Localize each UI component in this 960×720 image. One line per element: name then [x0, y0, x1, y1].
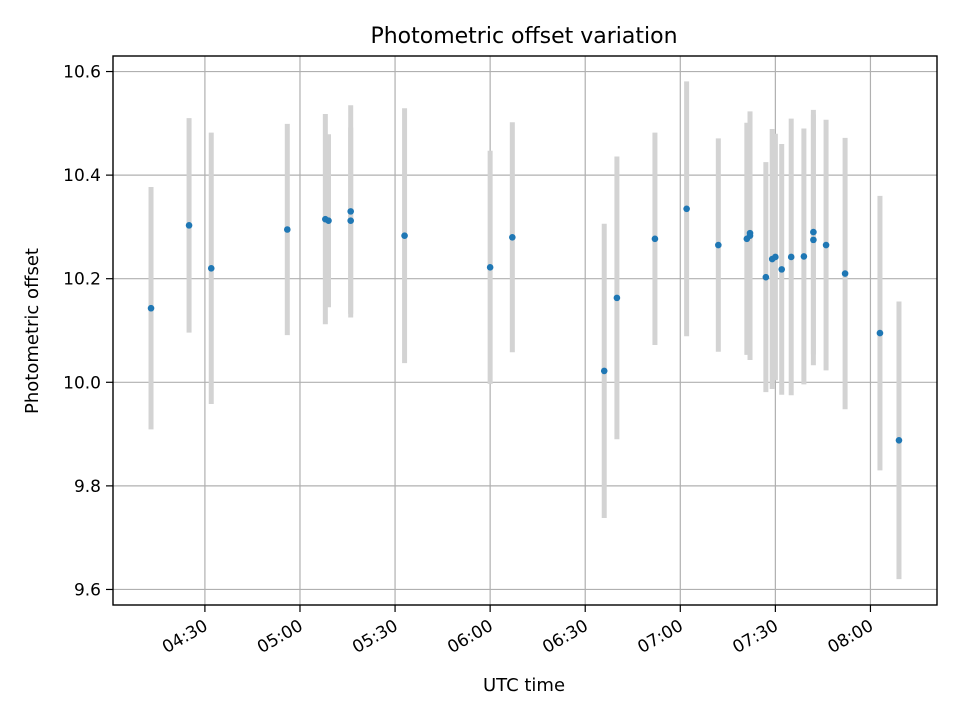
error-bars — [148, 81, 902, 580]
y-tick-label: 9.6 — [74, 580, 101, 600]
data-point — [600, 367, 608, 375]
data-point — [715, 241, 722, 249]
data-point — [787, 253, 795, 261]
data-point — [778, 266, 786, 273]
data-point — [207, 265, 215, 272]
data-point — [325, 217, 332, 224]
grid-lines — [113, 56, 937, 605]
x-tick-label: 04:30 — [159, 616, 211, 658]
x-tick-label: 07:30 — [729, 616, 781, 658]
x-tick-label: 05:30 — [349, 616, 401, 658]
data-point — [284, 226, 291, 233]
data-point — [810, 236, 817, 244]
data-point — [746, 232, 754, 240]
data-points — [147, 205, 903, 444]
data-point — [822, 241, 830, 249]
x-tick-label: 07:00 — [634, 616, 686, 658]
y-tick-label: 10.4 — [63, 166, 101, 186]
data-point — [895, 437, 903, 444]
data-point — [486, 264, 494, 271]
data-point — [147, 304, 155, 312]
data-point — [762, 273, 770, 281]
x-tick-label: 05:00 — [254, 616, 306, 658]
data-point — [347, 217, 354, 224]
data-point — [683, 205, 690, 213]
y-tick-label: 10.0 — [63, 373, 101, 393]
y-axis-ticks: 9.6 9.8 10.0 10.2 10.4 10.6 — [63, 63, 113, 600]
data-point — [772, 253, 779, 261]
data-point — [841, 270, 849, 277]
y-axis-label: Photometric offset — [22, 248, 43, 414]
y-tick-label: 9.8 — [74, 477, 101, 497]
data-point — [347, 208, 354, 215]
data-point — [613, 294, 621, 302]
x-axis-ticks: 04:30 05:00 05:30 06:00 06:30 07:00 07:30 08:00 — [159, 605, 877, 658]
x-tick-label: 06:00 — [444, 616, 496, 658]
y-tick-label: 10.6 — [63, 63, 101, 83]
data-point — [810, 228, 817, 236]
data-point — [876, 329, 884, 337]
x-axis-label: UTC time — [483, 675, 565, 696]
data-point — [800, 253, 808, 260]
data-point — [401, 232, 408, 240]
x-tick-label: 06:30 — [539, 616, 591, 658]
data-point — [509, 233, 516, 241]
plot-frame — [112, 55, 938, 606]
y-tick-label: 10.2 — [63, 270, 101, 290]
chart-title: Photometric offset variation — [370, 24, 677, 49]
data-point — [185, 222, 193, 229]
x-tick-label: 08:00 — [825, 616, 877, 658]
data-point — [651, 235, 659, 243]
